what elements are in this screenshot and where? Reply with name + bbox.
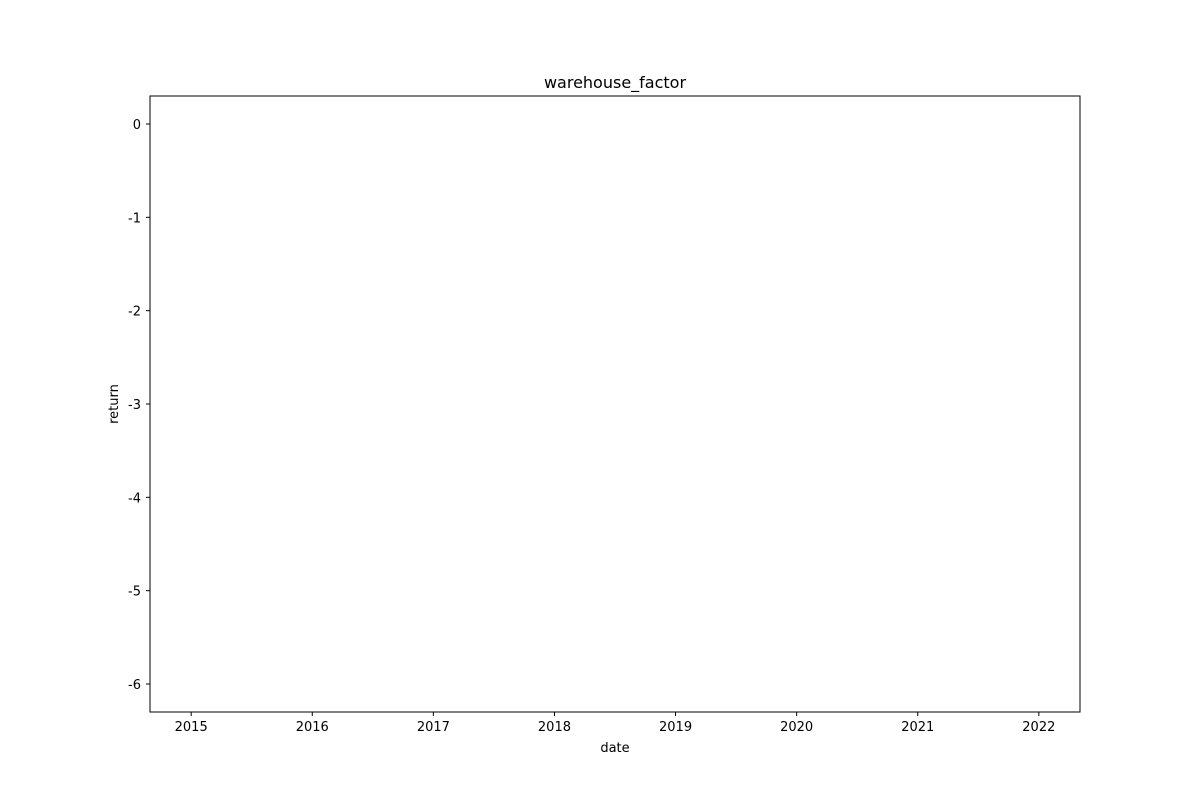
y-tick-label: -2 — [128, 305, 141, 320]
x-tick-label: 2021 — [901, 720, 934, 735]
y-tick-label: -1 — [128, 211, 141, 226]
x-tick-label: 2015 — [175, 720, 208, 735]
y-tick-label: -3 — [128, 398, 141, 413]
y-tick-label: -4 — [128, 491, 141, 506]
y-axis-label: return — [107, 384, 122, 424]
x-tick-label: 2019 — [659, 720, 692, 735]
y-tick-label: 0 — [133, 118, 141, 133]
plot-frame — [149, 95, 1081, 713]
x-tick-label: 2018 — [538, 720, 571, 735]
y-tick-label: -6 — [128, 678, 141, 693]
chart-title: warehouse_factor — [544, 73, 687, 93]
x-axis-label: date — [600, 741, 629, 756]
x-tick-label: 2022 — [1022, 720, 1055, 735]
y-tick-label: -5 — [128, 585, 141, 600]
x-tick-label: 2020 — [780, 720, 813, 735]
x-tick-label: 2017 — [417, 720, 450, 735]
x-tick-label: 2016 — [296, 720, 329, 735]
